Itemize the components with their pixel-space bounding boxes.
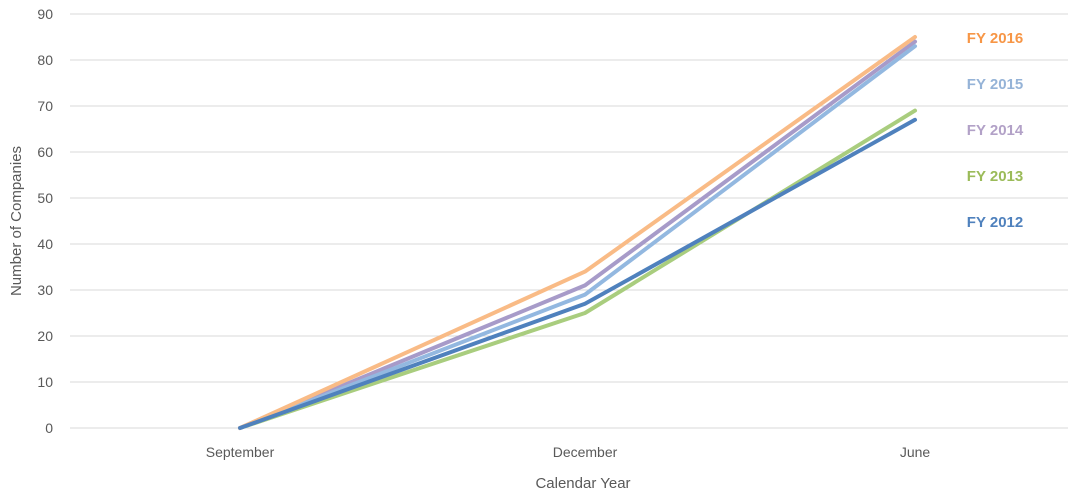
gridlines	[70, 13, 1068, 429]
series-labels: FY 2016 FY 2015 FY 2014 FY 2013 FY 2012	[967, 30, 1024, 231]
y-axis-title: Number of Companies	[8, 146, 25, 296]
series-label-fy-2013: FY 2013	[967, 168, 1023, 185]
y-tick-label: 90	[37, 6, 53, 22]
x-tick-label: December	[553, 444, 618, 460]
x-axis-ticks: September December June	[206, 444, 931, 460]
x-axis-title: Calendar Year	[535, 475, 630, 492]
y-tick-label: 0	[45, 420, 53, 436]
y-tick-label: 50	[37, 190, 53, 206]
series-label-fy-2014: FY 2014	[967, 122, 1024, 139]
y-tick-label: 70	[37, 98, 53, 114]
y-tick-label: 20	[37, 328, 53, 344]
series-line-fy-2014	[238, 39, 917, 430]
y-tick-label: 60	[37, 144, 53, 160]
y-tick-label: 30	[37, 282, 53, 298]
y-tick-label: 40	[37, 236, 53, 252]
y-tick-label: 10	[37, 374, 53, 390]
y-axis-ticks: 0 10 20 30 40 50 60 70 80 90	[37, 6, 53, 436]
series-label-fy-2012: FY 2012	[967, 214, 1023, 231]
series-label-fy-2016: FY 2016	[967, 30, 1023, 47]
series-line-fy-2012	[238, 117, 917, 430]
x-tick-label: September	[206, 444, 275, 460]
series-line-fy-2016	[238, 35, 917, 430]
series-line-fy-2015	[238, 44, 917, 430]
series-label-fy-2015: FY 2015	[967, 76, 1023, 93]
series-lines	[238, 35, 917, 430]
y-tick-label: 80	[37, 52, 53, 68]
series-line-fy-2013	[238, 108, 917, 430]
x-tick-label: June	[900, 444, 931, 460]
